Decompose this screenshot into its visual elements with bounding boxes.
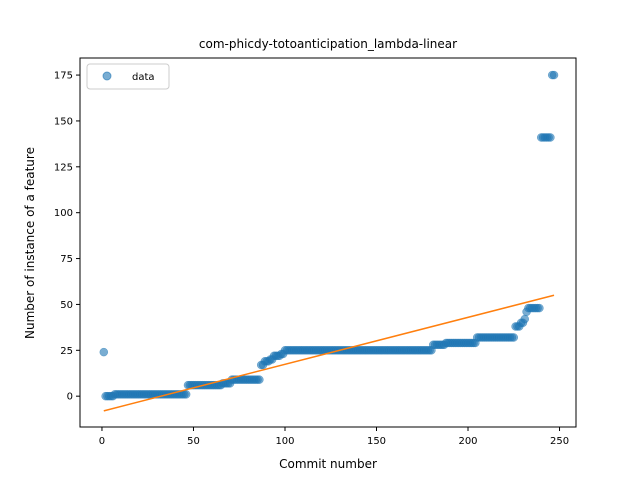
y-tick-label: 175 — [54, 71, 73, 82]
y-axis-label: Number of instance of a feature — [23, 147, 37, 339]
x-tick-label: 250 — [550, 436, 569, 447]
y-tick-label: 50 — [60, 300, 73, 311]
data-point — [509, 333, 519, 342]
y-tick-label: 150 — [54, 116, 73, 127]
legend: data — [86, 63, 170, 90]
chart-title: com-phicdy-totoanticipation_lambda-linea… — [199, 37, 457, 51]
plot-area — [99, 70, 559, 412]
data-point — [535, 303, 544, 313]
data-point — [181, 390, 191, 399]
y-tick-label: 75 — [60, 254, 73, 265]
fit-line — [103, 294, 555, 412]
x-tick-label: 200 — [458, 436, 477, 447]
y-tick-label: 100 — [54, 208, 73, 219]
y-tick-label: 0 — [67, 392, 73, 403]
data-point — [520, 314, 530, 324]
data-point — [99, 347, 109, 357]
y-axis: 0 25 50 75 100 125 150 175 — [54, 71, 80, 403]
legend-marker-data — [102, 71, 112, 81]
x-tick-label: 50 — [187, 436, 200, 447]
x-tick-label: 150 — [367, 436, 386, 447]
legend-box — [86, 63, 170, 90]
x-axis: 0 50 100 150 200 250 — [99, 427, 569, 447]
plot-frame — [79, 57, 577, 428]
x-tick-label: 100 — [275, 436, 294, 447]
legend-label-data: data — [132, 72, 155, 83]
data-point — [549, 70, 559, 80]
x-tick-label: 0 — [99, 436, 105, 447]
x-axis-label: Commit number — [279, 457, 377, 471]
y-tick-label: 25 — [60, 346, 73, 357]
data-point — [546, 133, 555, 142]
y-tick-label: 125 — [54, 162, 73, 173]
data-point — [255, 375, 264, 384]
